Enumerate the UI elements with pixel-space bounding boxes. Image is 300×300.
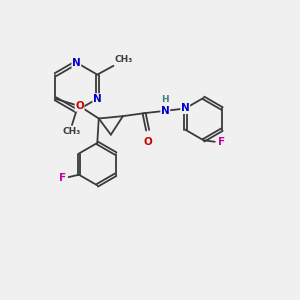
- Text: H: H: [161, 95, 169, 104]
- Text: N: N: [181, 103, 190, 113]
- Text: F: F: [218, 137, 225, 147]
- Text: N: N: [161, 106, 170, 116]
- Text: N: N: [93, 94, 102, 104]
- Text: N: N: [72, 58, 81, 68]
- Text: O: O: [75, 101, 84, 111]
- Text: CH₃: CH₃: [115, 55, 133, 64]
- Text: O: O: [143, 137, 152, 147]
- Text: CH₃: CH₃: [63, 127, 81, 136]
- Text: F: F: [58, 173, 66, 183]
